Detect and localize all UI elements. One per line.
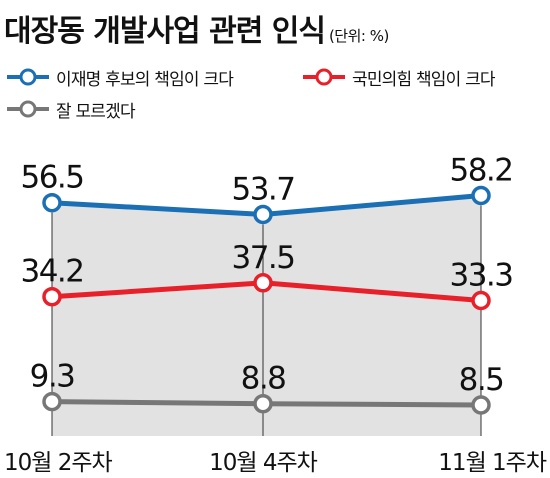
legend-item-lee: 이재명 후보의 책임이 크다: [6, 66, 234, 90]
data-point: [253, 273, 273, 293]
legend-label: 국민의힘 책임이 크다: [352, 69, 496, 90]
legend-label: 이재명 후보의 책임이 크다: [56, 69, 234, 90]
legend-item-unknown: 잘 모르겠다: [6, 98, 136, 122]
data-label: 53.7: [231, 172, 294, 208]
legend-marker-icon: [7, 68, 49, 86]
data-point: [253, 204, 273, 225]
data-label: 8.8: [241, 361, 286, 397]
data-label: 37.5: [231, 240, 294, 276]
data-point: [253, 393, 273, 414]
unit-label: (단위: %): [328, 27, 389, 45]
data-point: [42, 192, 62, 213]
data-point: [42, 391, 62, 412]
data-label: 8.5: [459, 362, 504, 398]
legend-marker-icon: [7, 100, 49, 118]
legend-label: 잘 모르겠다: [56, 101, 136, 122]
x-tick-label: 10월 2주차: [4, 450, 113, 476]
data-point: [471, 290, 491, 311]
data-label: 56.5: [20, 160, 83, 196]
data-label: 58.2: [449, 153, 512, 189]
chart-title: 대장동 개발사업 관련 인식: [4, 14, 326, 49]
chart-area-fill: [52, 195, 481, 436]
legend-marker-icon: [303, 68, 345, 86]
x-tick-label: 10월 4주차: [209, 450, 318, 476]
title-row: 대장동 개발사업 관련 인식 (단위: %): [4, 6, 389, 50]
data-point: [471, 395, 491, 415]
data-label: 34.2: [20, 254, 83, 290]
data-point: [471, 185, 491, 206]
data-label: 9.3: [30, 359, 75, 395]
legend-item-ppp: 국민의힘 책임이 크다: [302, 66, 496, 90]
x-tick-label: 11월 1주차: [438, 450, 547, 476]
data-label: 33.3: [449, 258, 512, 294]
data-point: [42, 286, 62, 307]
